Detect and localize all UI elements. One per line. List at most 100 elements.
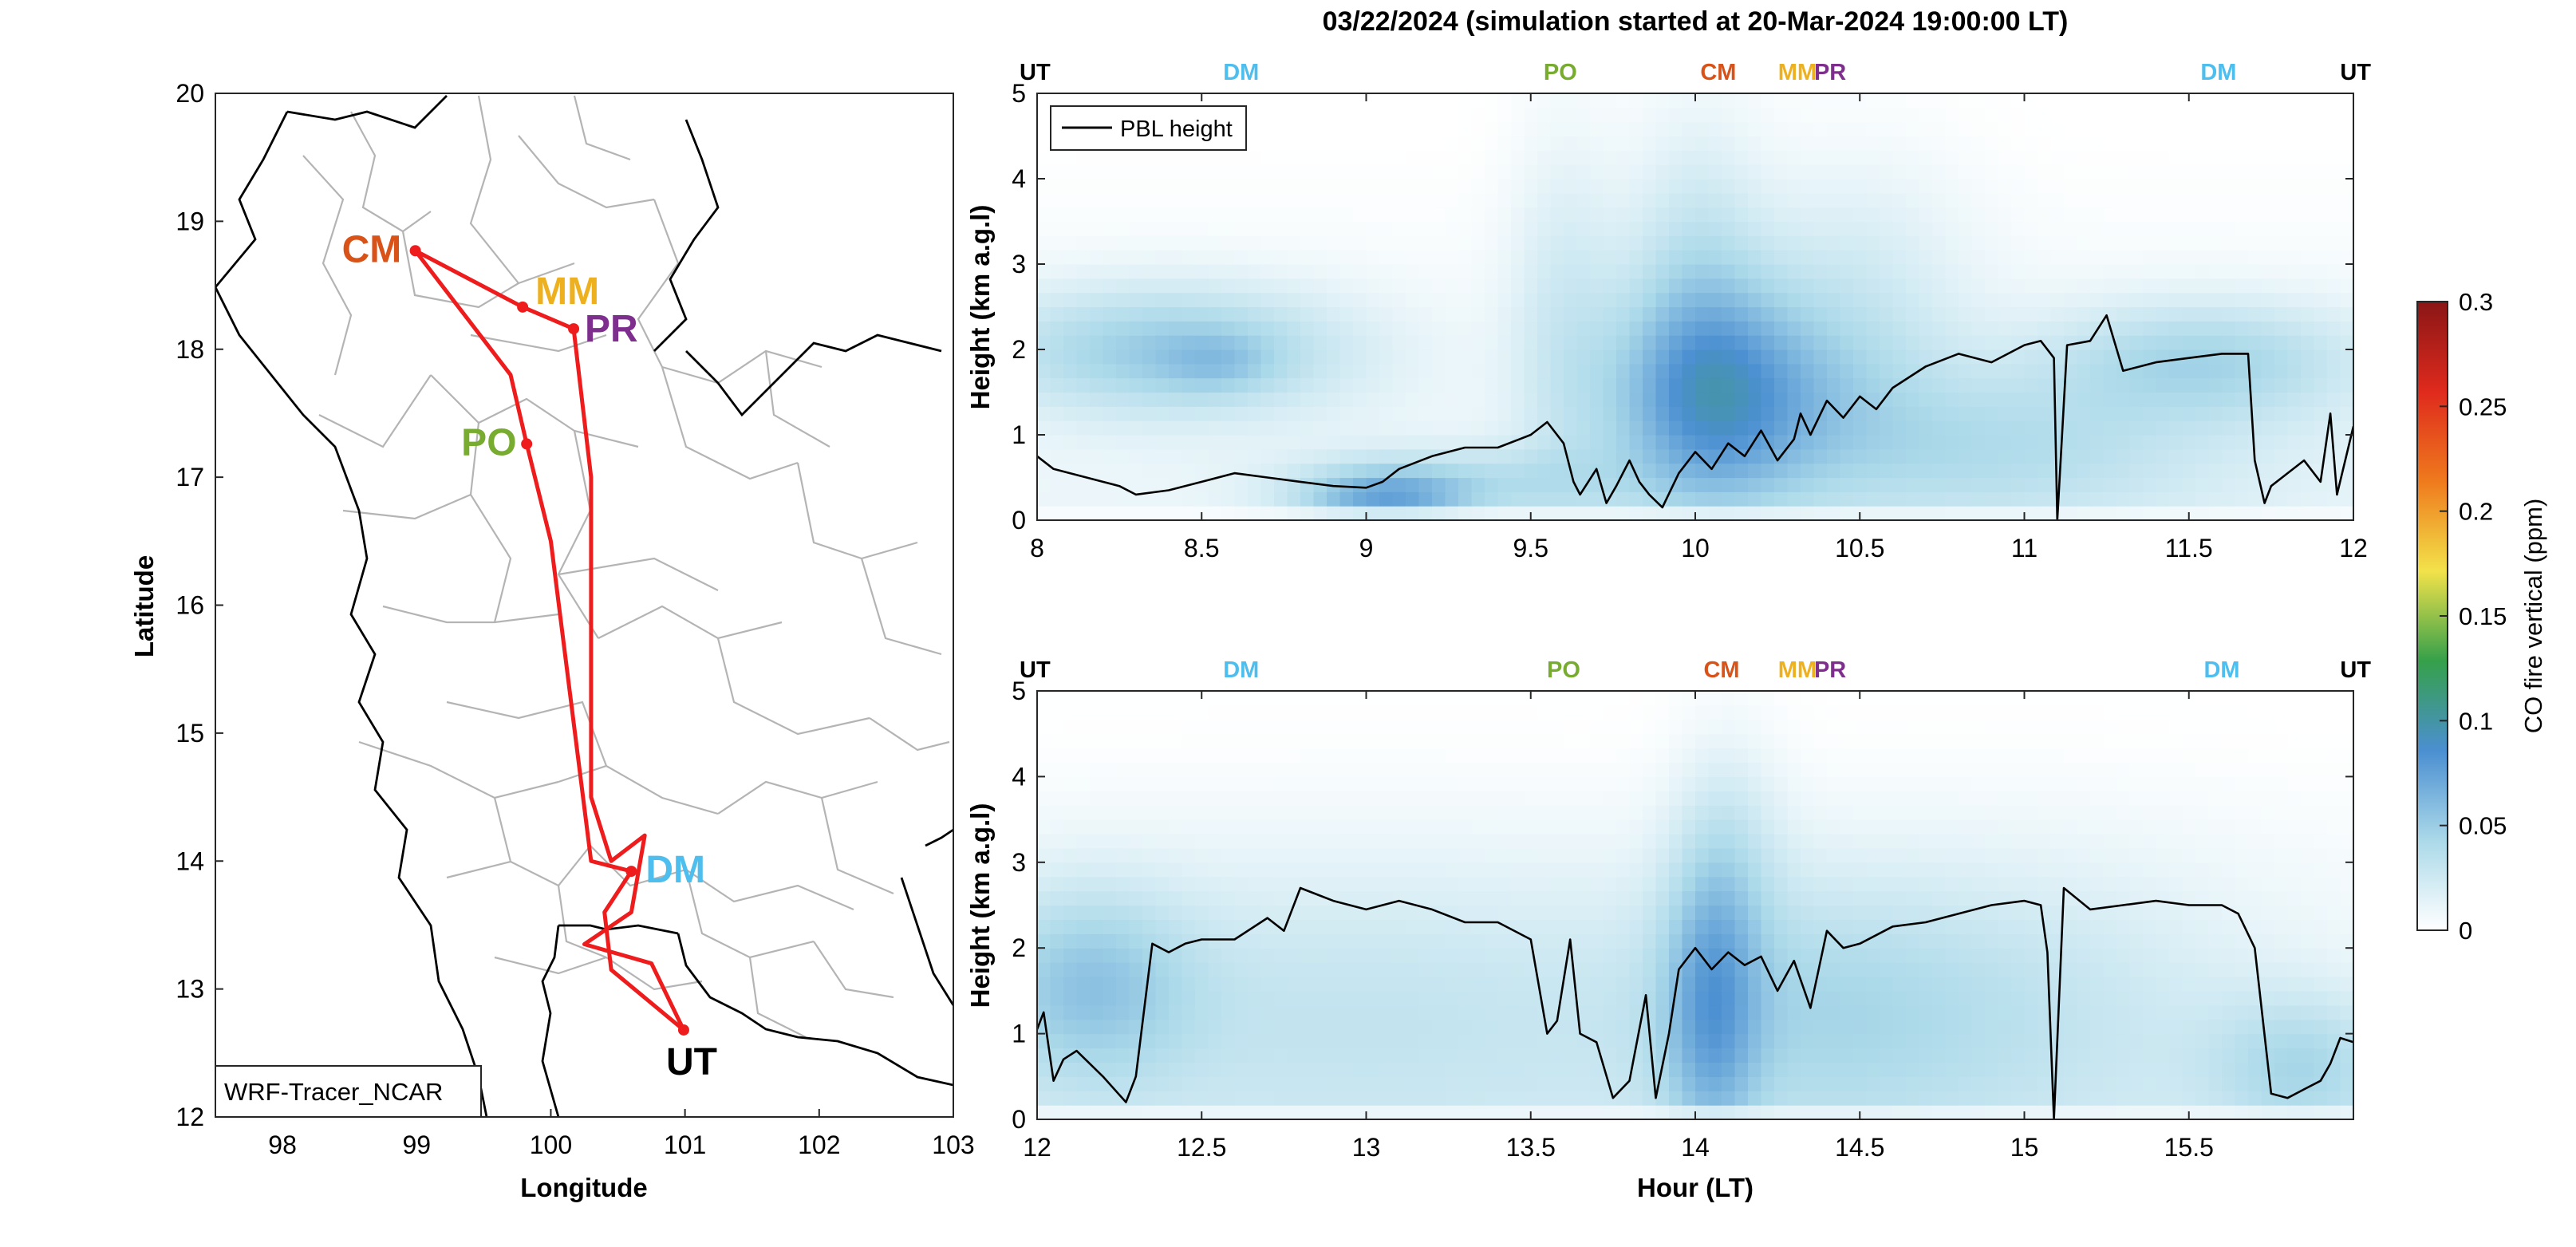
heatmap-cell [1616,207,1631,223]
heatmap-cell [2011,235,2026,251]
heatmap-cell [1063,1076,1078,1091]
heatmap-cell [1063,377,1078,393]
heatmap-cell [2050,136,2065,151]
heatmap-cell [1458,791,1473,806]
heatmap-cell [2169,107,2183,123]
heatmap-cell [1524,948,1538,963]
heatmap-cell [1524,491,1538,507]
heatmap-cell [1655,805,1670,820]
heatmap-cell [1485,207,1499,223]
heatmap-cell [1708,719,1722,735]
heatmap-cell [1037,819,1051,835]
heatmap-cell [2156,448,2170,464]
station-mark-label: PO [1544,60,1577,85]
heatmap-cell [1669,962,1683,977]
heatmap-cell [1353,335,1367,350]
heatmap-cell [1761,990,1775,1006]
heatmap-cell [1287,392,1301,407]
heatmap-cell [1813,1048,1828,1063]
heatmap-cell [1590,121,1604,137]
heatmap-cell [1471,834,1485,849]
heatmap-cell [1564,121,1578,137]
heatmap-cell [2208,235,2223,251]
heatmap-cell [1142,933,1157,949]
heatmap-cell [1748,136,1762,151]
heatmap-cell [1458,776,1473,791]
heatmap-cell [1892,136,1907,151]
heatmap-cell [1445,791,1459,806]
heatmap-cell [1129,349,1143,365]
heatmap-cell [1445,235,1459,251]
heatmap-cell [1300,463,1315,479]
station-mark-label: MM [1778,60,1817,85]
heatmap-cell [1155,377,1170,393]
heatmap-cell [1300,933,1315,949]
heatmap-cell [1998,93,2012,109]
heatmap-cell [1840,933,1854,949]
heatmap-cell [1327,278,1341,294]
heatmap-cell [1497,762,1512,777]
heatmap-cell [1050,406,1064,421]
heatmap-cell [1313,748,1327,764]
heatmap-cell [1629,93,1643,109]
heatmap-cell [1037,805,1051,820]
heatmap-cell [1787,349,1801,365]
heatmap-cell [2143,292,2157,308]
heatmap-cell [1840,363,1854,379]
heatmap-cell [1497,491,1512,507]
heatmap-cell [1892,506,1907,520]
heatmap-cell [1669,691,1683,706]
heatmap-cell [1406,477,1420,492]
heatmap-cell [2182,136,2196,151]
heatmap-cell [1853,1019,1868,1035]
heatmap-cell [2314,136,2328,151]
heatmap-cell [1880,420,1894,436]
heatmap-cell [1432,463,1446,479]
heatmap-cell [1366,962,1380,977]
heatmap-cell [1458,1004,1473,1020]
heatmap-cell [1643,962,1657,977]
heatmap-cell [1181,1091,1196,1106]
heatmap-cell [1708,1048,1722,1063]
heatmap-cell [1497,1019,1512,1035]
heatmap-cell [1103,1105,1117,1119]
heatmap-cell [1485,691,1499,706]
heatmap-cell [1576,278,1591,294]
heatmap-cell [1748,506,1762,520]
heatmap-cell [1339,890,1354,906]
heatmap-cell [1037,977,1051,992]
heatmap-cell [1485,834,1499,849]
heatmap-cell [1195,207,1209,223]
heatmap-cell [1155,349,1170,365]
heatmap-cell [1260,762,1275,777]
heatmap-cell [1366,1091,1380,1106]
heatmap-cell [1129,93,1143,109]
heatmap-cell [1208,748,1222,764]
heatmap-cell [1603,733,1617,749]
heatmap-cell [1313,876,1327,892]
heatmap-cell [1971,150,1986,165]
heatmap-cell [2103,164,2117,180]
heatmap-cell [2340,392,2353,407]
heatmap-cell [1260,990,1275,1006]
heatmap-cell [1274,93,1288,109]
heatmap-cell [1274,905,1288,920]
heatmap-cell [1076,321,1091,336]
heatmap-cell [1221,1033,1236,1049]
heatmap-cell [1327,1105,1341,1119]
heatmap-cell [1497,221,1512,236]
heatmap-cell [1392,762,1406,777]
heatmap-cell [1208,691,1222,706]
heatmap-cell [2274,377,2289,393]
heatmap-cell [1682,1048,1696,1063]
map-ytick-label: 20 [176,79,204,108]
heatmap-cell [1537,805,1552,820]
heatmap-cell [1300,919,1315,934]
heatmap-cell [1169,791,1183,806]
heatmap-cell [1339,1105,1354,1119]
heatmap-cell [2156,207,2170,223]
heatmap-cell [1366,463,1380,479]
heatmap-cell [1366,506,1380,520]
heatmap-cell [1221,977,1236,992]
heatmap-cell [1274,962,1288,977]
